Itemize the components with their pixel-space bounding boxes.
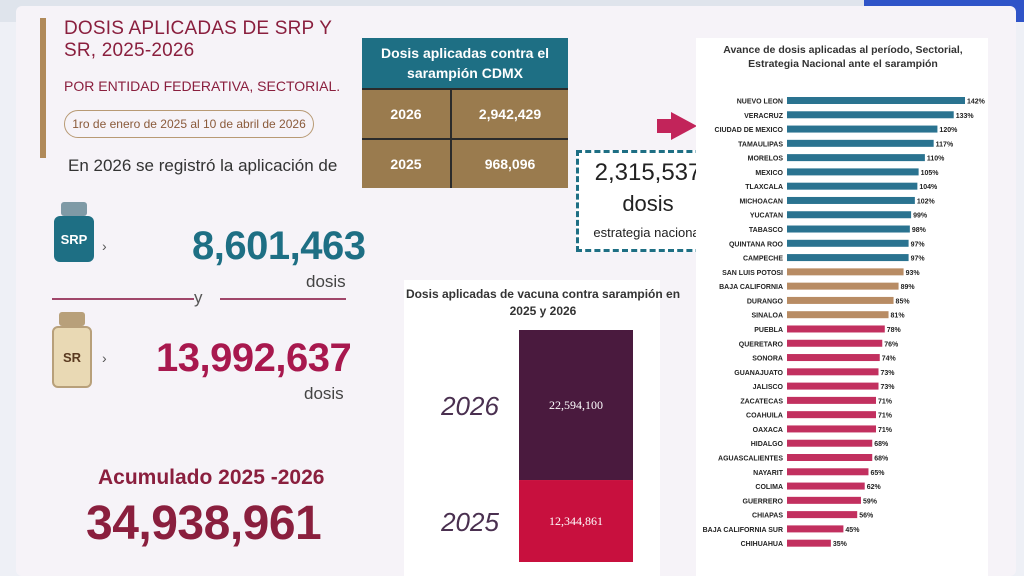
national-label: estrategia nacional [593, 225, 703, 240]
page-title: DOSIS APLICADAS DE SRP Y SR, 2025-2026 [64, 18, 332, 62]
page-subtitle: POR ENTIDAD FEDERATIVA, SECTORIAL. [64, 78, 341, 94]
title-line-1: DOSIS APLICADAS DE SRP Y [64, 18, 333, 39]
state-chart-card [696, 38, 988, 576]
national-value: 2,315,537 [594, 159, 702, 186]
acumulado-value: 34,938,961 [86, 497, 322, 550]
pointer-arrow-icon [671, 112, 697, 140]
table-row: 2026 2,942,429 [362, 88, 568, 138]
srp-unit: dosis [306, 272, 346, 291]
stacked-chart-title: Dosis aplicadas de vacuna contra sarampi… [405, 287, 681, 318]
sr-value: 13,992,637 [156, 336, 352, 380]
cdmx-title-line-2: sarampión CDMX [407, 65, 523, 81]
table-cell-value: 968,096 [484, 156, 536, 172]
table-cell-value: 2,942,429 [478, 106, 542, 122]
divider-right [220, 298, 346, 300]
sr-unit: dosis [304, 384, 344, 403]
srp-chevron-icon: › [102, 238, 107, 254]
acumulado-label: Acumulado 2025 -2026 [98, 466, 325, 489]
divider-left [52, 298, 194, 300]
accent-bar [40, 18, 46, 158]
sr-vial-label: SR [52, 326, 92, 388]
national-unit: dosis [622, 191, 674, 216]
connector-y: y [194, 288, 203, 307]
stacked-chart-card [404, 280, 660, 576]
date-range-pill: 1ro de enero de 2025 al 10 de abril de 2… [64, 110, 314, 138]
table-cell-year: 2026 [362, 90, 452, 138]
sr-vial-icon: SR [52, 312, 92, 388]
srp-value: 8,601,463 [192, 224, 366, 268]
srp-vial-icon: SRP [54, 202, 94, 262]
title-line-2: SR, 2025-2026 [64, 40, 195, 61]
state-chart-title: Avance de dosis aplicadas al período, Se… [696, 43, 990, 71]
srp-vial-label: SRP [54, 216, 94, 262]
cdmx-table: Dosis aplicadas contra el sarampión CDMX… [362, 38, 568, 188]
table-cell-year: 2025 [362, 140, 452, 188]
registro-intro: En 2026 se registró la aplicación de [68, 156, 338, 175]
cdmx-title-line-1: Dosis aplicadas contra el [380, 45, 550, 61]
pointer-arrow-tail [657, 119, 673, 133]
table-row: 2025 968,096 [362, 138, 568, 188]
state-chart-title-line-2: Estrategia Nacional ante el sarampión [748, 58, 938, 70]
cdmx-table-header: Dosis aplicadas contra el sarampión CDMX [362, 38, 568, 88]
state-chart-title-line-1: Avance de dosis aplicadas al período, Se… [723, 44, 963, 56]
sr-chevron-icon: › [102, 350, 107, 366]
